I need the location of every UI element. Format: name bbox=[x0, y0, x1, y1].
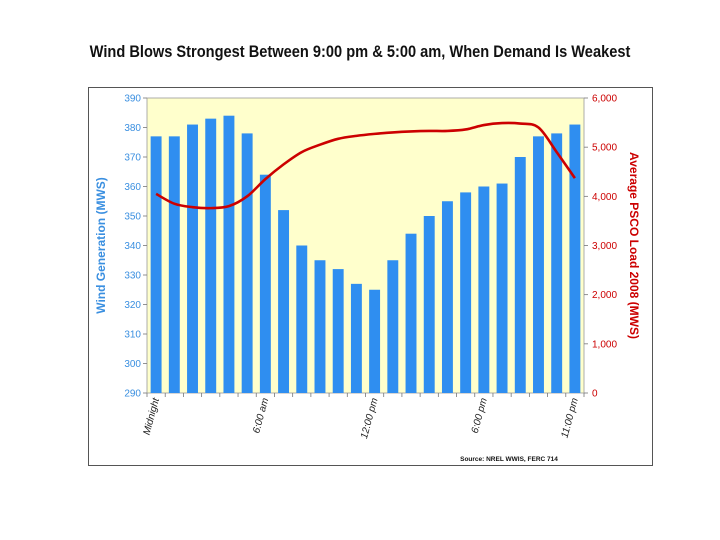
x-tick-label: Midnight bbox=[142, 396, 163, 437]
chart-title: Wind Blows Strongest Between 9:00 pm & 5… bbox=[89, 42, 631, 61]
wind-bar bbox=[350, 283, 362, 393]
left-tick-label: 300 bbox=[124, 359, 141, 370]
wind-bar bbox=[533, 136, 544, 393]
right-tick-label: 3,000 bbox=[592, 241, 617, 252]
wind-bar bbox=[441, 201, 453, 393]
wind-bar bbox=[405, 233, 417, 393]
wind-bar bbox=[168, 136, 180, 393]
wind-bar bbox=[296, 245, 308, 393]
wind-bar bbox=[314, 260, 326, 393]
right-tick-label: 6,000 bbox=[592, 94, 617, 105]
left-tick-label: 350 bbox=[124, 212, 141, 223]
x-tick-label: 12:00 pm bbox=[359, 397, 380, 440]
wind-bar bbox=[387, 260, 399, 393]
right-tick-label: 0 bbox=[592, 389, 598, 400]
wind-bar bbox=[478, 186, 490, 393]
left-tick-label: 330 bbox=[124, 271, 141, 282]
wind-bar bbox=[423, 216, 435, 393]
left-tick-label: 390 bbox=[124, 94, 141, 105]
source-note: Source: NREL WWIS, FERC 714 bbox=[460, 456, 558, 463]
wind-bar bbox=[278, 210, 290, 393]
wind-bar bbox=[150, 136, 162, 393]
wind-bar bbox=[496, 183, 508, 393]
left-tick-label: 320 bbox=[124, 300, 141, 311]
right-tick-label: 2,000 bbox=[592, 290, 617, 301]
wind-bar bbox=[551, 133, 563, 393]
load-line bbox=[155, 121, 576, 210]
wind-bar bbox=[569, 124, 581, 394]
x-tick-label: 11:00 pm bbox=[560, 397, 581, 439]
wind-bar bbox=[514, 157, 526, 393]
right-tick-label: 4,000 bbox=[592, 192, 617, 203]
right-tick-label: 5,000 bbox=[592, 143, 617, 154]
wind-bar bbox=[223, 115, 235, 393]
wind-bar bbox=[187, 124, 198, 394]
plot-area bbox=[146, 97, 585, 394]
wind-bar bbox=[460, 192, 472, 393]
right-tick-label: 1,000 bbox=[592, 339, 617, 350]
left-tick-label: 380 bbox=[124, 123, 141, 134]
left-tick-label: 310 bbox=[124, 330, 141, 341]
left-tick-label: 360 bbox=[124, 182, 141, 193]
wind-bar bbox=[259, 174, 271, 393]
wind-bar bbox=[205, 118, 217, 394]
left-tick-label: 290 bbox=[124, 389, 141, 400]
x-tick-label: 6:00 pm bbox=[470, 397, 490, 435]
left-axis-title: Wind Generation (MWS) bbox=[94, 177, 108, 314]
wind-bar bbox=[241, 133, 253, 393]
wind-bar bbox=[332, 269, 344, 393]
right-axis-title: Average PSCO Load 2008 (MWS) bbox=[627, 152, 641, 339]
left-tick-label: 340 bbox=[124, 241, 141, 252]
wind-bar bbox=[369, 289, 381, 393]
left-tick-label: 370 bbox=[124, 153, 141, 164]
x-tick-label: 6:00 am bbox=[251, 397, 271, 435]
